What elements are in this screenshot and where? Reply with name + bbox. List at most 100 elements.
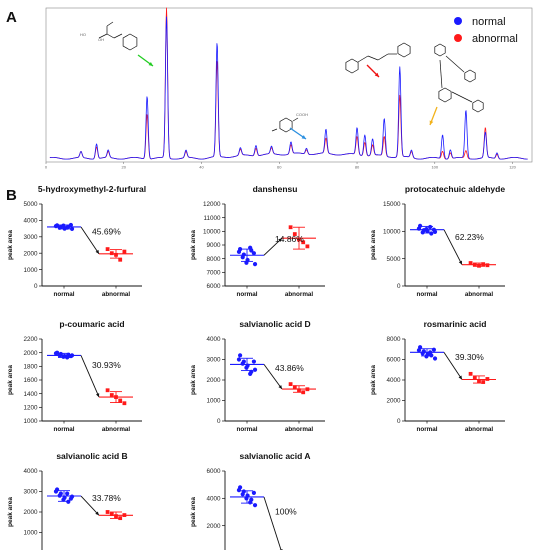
change-arrow: [443, 352, 463, 380]
change-arrow-shaft: [443, 229, 463, 265]
data-point-normal: [428, 224, 433, 230]
change-percentage: 45.69%: [92, 226, 121, 236]
y-tick-label: 11000: [203, 215, 221, 222]
structure-bond: [377, 53, 389, 61]
data-point-abnormal: [305, 387, 310, 392]
change-arrow: [80, 226, 100, 255]
data-point-abnormal: [114, 252, 118, 257]
plot-title: protocatechuic aldehyde: [405, 184, 505, 194]
data-point-normal: [57, 493, 62, 498]
data-point-abnormal: [288, 225, 293, 230]
x-tick-label: abnormal: [285, 291, 314, 298]
data-point-abnormal: [118, 257, 123, 262]
y-tick-label: 1600: [23, 377, 38, 384]
plot-title: 5-hydroxymethyl-2-furfural: [38, 184, 146, 194]
data-point-normal: [251, 490, 256, 495]
y-axis-label: peak area: [190, 230, 197, 260]
change-arrow-head: [95, 511, 99, 516]
change-arrow-shaft: [80, 495, 100, 516]
y-tick-label: 1800: [23, 364, 38, 371]
plot-title: p-coumaric acid: [59, 319, 124, 329]
dot-plot-2: danshensu 6000 7000 8000 9000 10000 11000 12000…: [190, 184, 325, 298]
data-point-abnormal: [468, 371, 473, 376]
y-tick-label: 2000: [386, 398, 401, 405]
panel-label-a: A: [6, 9, 17, 26]
change-arrow-shaft: [263, 364, 283, 390]
data-point-normal: [424, 354, 429, 359]
y-tick-label: 5000: [386, 256, 401, 263]
data-point-normal: [65, 355, 70, 360]
arrow-head: [429, 120, 434, 125]
arrow-green: [137, 54, 154, 67]
change-arrow-head: [278, 385, 282, 390]
data-point-abnormal: [468, 261, 473, 265]
structure-coumaric-ring: [279, 117, 293, 133]
data-point-abnormal: [292, 232, 297, 236]
y-tick-label: 2000: [23, 250, 38, 257]
y-axis-label: peak area: [7, 497, 14, 527]
structure-bond: [271, 128, 278, 132]
y-tick-label: 6000: [386, 357, 401, 364]
structure-bond: [106, 33, 115, 39]
x-tick-label: normal: [54, 291, 75, 298]
data-point-normal: [244, 496, 249, 501]
y-tick-label: 1200: [23, 405, 38, 412]
chromatogram-series-normal: [49, 16, 528, 160]
change-arrow-shaft: [263, 496, 282, 550]
x-tick-label: 100: [431, 165, 438, 170]
data-point-normal: [248, 245, 253, 250]
data-point-normal: [244, 365, 249, 370]
structure-bond: [106, 21, 114, 27]
plot-title: salvianolic acid D: [239, 319, 310, 329]
data-point-abnormal: [105, 247, 110, 251]
data-point-normal: [53, 489, 59, 494]
data-point-abnormal: [122, 401, 127, 406]
x-tick-label: 40: [199, 165, 204, 170]
structure-bond: [113, 33, 123, 39]
data-point-normal: [244, 260, 249, 265]
dot-plots: 5-hydroxymethyl-2-furfural 0 1000 2000 3000 4…: [7, 184, 505, 550]
chromatogram-lines: [49, 7, 528, 160]
panel-label-b: B: [6, 187, 17, 204]
structure-label-oh: OH: [98, 37, 104, 42]
data-point-abnormal: [477, 379, 481, 383]
y-axis-label: peak area: [7, 365, 14, 395]
data-point-normal: [68, 353, 73, 359]
arrow-head: [374, 72, 379, 77]
structure-rosmarinic-ring-2: [397, 42, 411, 58]
data-point-normal: [65, 225, 70, 230]
dot-plot-7: salvianolic acid B01000200030004000peak …: [7, 451, 133, 550]
x-tick-label: abnormal: [465, 426, 494, 433]
data-point-normal: [431, 347, 436, 352]
y-tick-label: 1000: [23, 267, 38, 274]
data-point-normal: [65, 491, 70, 496]
chromatogram-frame: [45, 7, 533, 163]
data-point-abnormal: [292, 385, 297, 390]
chromatogram: HO OH COOH 0 20 40 60 80 100 120 normal abnorm…: [45, 7, 533, 170]
plot-title: danshensu: [253, 184, 298, 194]
data-point-abnormal: [301, 240, 306, 245]
data-point-abnormal: [109, 251, 114, 256]
data-point-abnormal: [105, 510, 110, 514]
data-point-abnormal: [109, 393, 114, 397]
data-point-normal: [251, 359, 256, 364]
x-tick-label: normal: [417, 291, 438, 298]
data-point-normal: [240, 492, 245, 497]
x-tick-label: 60: [277, 165, 282, 170]
x-tick-label: abnormal: [465, 291, 494, 298]
arrow-head: [301, 135, 306, 139]
data-point-normal: [248, 500, 253, 505]
y-tick-label: 1000: [206, 398, 221, 405]
chromatogram-border: [45, 7, 533, 163]
chromatogram-structures: HO OH COOH: [80, 21, 484, 140]
data-point-normal: [61, 497, 66, 502]
data-point-normal: [53, 351, 59, 356]
y-tick-label: 10000: [383, 229, 401, 236]
data-point-normal: [236, 357, 242, 362]
y-tick-label: 2000: [23, 350, 38, 357]
change-percentage: 100%: [275, 507, 297, 517]
structure-bond: [367, 55, 379, 61]
data-point-normal: [432, 356, 438, 361]
data-point-normal: [251, 251, 256, 256]
